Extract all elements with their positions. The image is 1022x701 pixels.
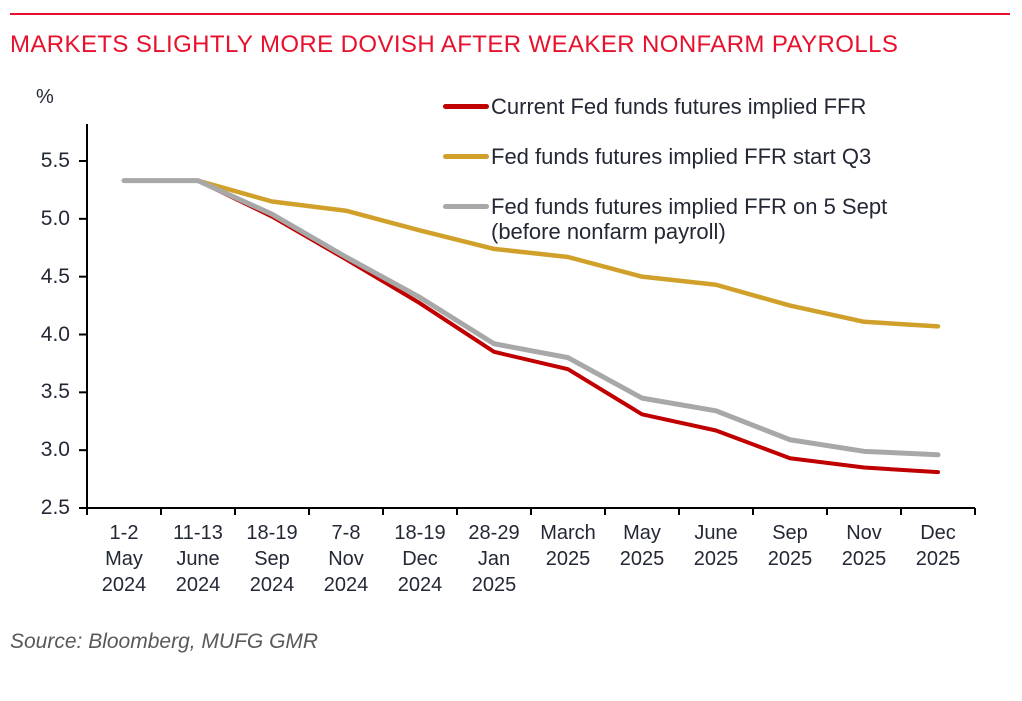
x-tick-label-line: June	[176, 548, 220, 570]
x-tick-label: 18-19 Sep 2024	[227, 520, 317, 598]
x-tick-label-line: Dec	[920, 522, 956, 544]
x-tick-label-line: Nov	[328, 548, 364, 570]
x-tick-label-line: Sep	[772, 522, 808, 544]
legend-line-gold-icon	[443, 154, 489, 159]
legend-label-line2: (before nonfarm payroll)	[491, 219, 726, 244]
legend-line-red-icon	[443, 104, 489, 109]
x-tick-label: May 2025	[597, 520, 687, 572]
x-tick-label-line: 28-29	[468, 522, 520, 544]
legend-line-gray-icon	[443, 204, 489, 209]
x-tick-label: Nov 2025	[819, 520, 909, 572]
source-note: Source: Bloomberg, MUFG GMR	[10, 630, 319, 653]
x-tick-label-line: 2025	[767, 548, 813, 570]
x-tick-label-line: 11-13	[173, 522, 223, 544]
y-axis-unit-label: %	[36, 86, 54, 108]
y-tick-label: 3.0	[40, 438, 70, 462]
x-tick-label-line: 2024	[323, 574, 369, 596]
y-tick-label: 2.5	[40, 496, 70, 519]
x-tick-label-line: Sep	[254, 548, 290, 570]
legend-label: Current Fed funds futures implied FFR	[491, 94, 867, 119]
x-tick-label: March 2025	[523, 520, 613, 572]
x-tick-label: 28-29 Jan 2025	[449, 520, 539, 598]
x-tick-label: 18-19 Dec 2024	[375, 520, 465, 598]
x-tick-label-line: June	[694, 522, 738, 544]
x-tick-label: 1-2 May 2024	[79, 520, 169, 598]
x-tick-label-line: May	[623, 522, 661, 544]
y-tick-label: 5.5	[40, 149, 70, 172]
x-tick-label-line: 7-8	[331, 522, 361, 544]
y-tick-label: 5.0	[40, 206, 70, 230]
x-tick-label-line: Jan	[477, 548, 511, 570]
y-tick-label: 3.5	[40, 380, 70, 404]
x-tick-label-line: 18-19	[394, 522, 446, 544]
header-rule	[10, 13, 1010, 15]
x-tick-label-line: 2025	[545, 548, 591, 570]
x-tick-label: 11-13 June 2024	[153, 520, 243, 598]
x-tick-label: Sep 2025	[745, 520, 835, 572]
legend-label: Fed funds futures implied FFR start Q3	[491, 144, 872, 169]
x-tick-label: 7-8 Nov 2024	[301, 520, 391, 598]
x-tick-label: Dec 2025	[893, 520, 983, 572]
x-tick-label-line: May	[105, 548, 143, 570]
x-tick-label-line: 2025	[619, 548, 665, 570]
x-tick-label-line: 2024	[397, 574, 443, 596]
x-tick-label-line: 18-19	[246, 522, 298, 544]
x-tick-label-line: 2024	[175, 574, 221, 596]
x-tick-label-line: 1-2	[109, 522, 139, 544]
x-tick-label-line: March	[540, 522, 596, 544]
page-title: MARKETS SLIGHTLY MORE DOVISH AFTER WEAKE…	[10, 31, 899, 58]
legend-label: Fed funds futures implied FFR on 5 Sept	[491, 194, 888, 219]
series-line-2	[121, 178, 941, 458]
y-tick-label: 4.0	[40, 322, 70, 346]
x-tick-label-line: 2025	[471, 574, 517, 596]
y-tick-label: 4.5	[40, 264, 70, 288]
x-tick-label-line: 2025	[915, 548, 961, 570]
x-tick-label-line: Dec	[402, 548, 438, 570]
series-line-0	[122, 178, 940, 475]
x-tick-label-line: 2024	[101, 574, 147, 596]
series-line-1	[121, 178, 941, 329]
legend-item-ffr-5-sept: Fed funds futures implied FFR on 5 Sept …	[443, 194, 887, 244]
x-tick-label-line: 2025	[693, 548, 739, 570]
x-tick-label-line: 2025	[841, 548, 887, 570]
legend-item-ffr-start-q3: Fed funds futures implied FFR start Q3	[443, 144, 871, 169]
legend-item-current-ffr: Current Fed funds futures implied FFR	[443, 94, 866, 119]
x-tick-label: June 2025	[671, 520, 761, 572]
x-tick-label-line: Nov	[846, 522, 882, 544]
x-tick-label-line: 2024	[249, 574, 295, 596]
